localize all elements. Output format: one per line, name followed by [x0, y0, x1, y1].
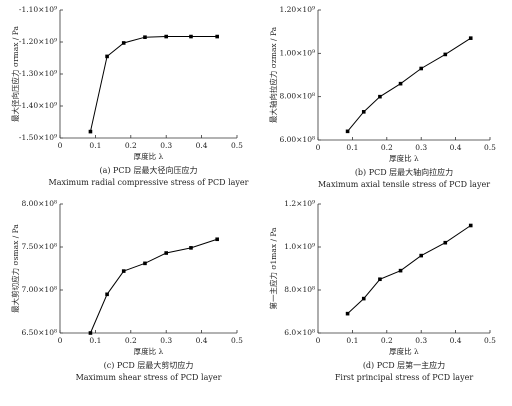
series-line: [89, 238, 218, 334]
caption: (c) PCD 层最大剪切应力: [104, 360, 194, 370]
point: [143, 261, 147, 266]
x-tick-label: 0.4: [450, 336, 462, 345]
caption-en: Maximum shear stress of PCD layer: [76, 373, 222, 382]
x-axis-label: 厚度比 λ: [389, 346, 419, 356]
point: [378, 277, 382, 282]
point: [143, 35, 147, 39]
point: [361, 110, 366, 114]
y-tick-label: 8.0×10⁸: [284, 285, 315, 294]
caption-en: Maximum axial tensile stress of PCD laye…: [318, 180, 490, 189]
y-tick-label: 7.50×10⁸: [21, 242, 57, 251]
point: [164, 251, 168, 255]
y-axis-label: 第一主应力 σ1max / Pa: [268, 227, 278, 310]
x-tick-label: 0.3: [415, 143, 427, 152]
y-tick-label: 1.20×10⁹: [279, 5, 315, 14]
y-tick-label: -1.30×10⁹: [19, 69, 57, 78]
point: [443, 52, 448, 57]
point: [361, 296, 366, 301]
x-tick-label: 0.1: [346, 336, 358, 345]
y-tick-label: 6.0×10⁸: [284, 328, 315, 337]
point: [398, 81, 403, 86]
point: [345, 311, 350, 316]
x-tick-label: 0.5: [484, 143, 496, 152]
x-tick-label: 0.3: [160, 336, 172, 345]
point: [164, 34, 168, 39]
y-tick-label: -1.40×10⁹: [19, 101, 57, 110]
caption: (b) PCD 层最大轴向拉应力: [355, 167, 453, 177]
caption: (a) PCD 层最大径向压应力: [99, 165, 197, 175]
x-tick-label: 0.1: [89, 141, 101, 150]
point: [215, 237, 219, 242]
y-tick-label: -1.50×10⁹: [19, 133, 57, 142]
point: [419, 66, 423, 71]
x-axis-label: 厚度比 λ: [134, 346, 164, 356]
point: [443, 240, 448, 245]
y-tick-label: 1.00×10⁹: [279, 48, 315, 57]
point: [468, 223, 473, 228]
x-tick-label: 0.5: [484, 336, 496, 345]
point: [105, 292, 109, 297]
x-tick-label: 0: [58, 336, 63, 345]
caption-en: Maximum radial compressive stress of PCD…: [49, 178, 249, 187]
x-tick-label: 0: [316, 143, 321, 152]
point: [88, 331, 93, 335]
x-tick-label: 0: [316, 336, 321, 345]
point: [121, 269, 126, 273]
y-tick-label: 1.0×10⁹: [284, 242, 315, 251]
caption: (d) PCD 层第一主应力: [363, 360, 445, 370]
point: [121, 41, 126, 45]
x-tick-label: 0.3: [415, 336, 427, 345]
y-tick-label: 7.00×10⁸: [21, 285, 57, 294]
x-tick-label: 0.5: [231, 336, 243, 345]
y-axis-label: 最大剪切应力 σsmax / Pa: [10, 224, 20, 313]
series-line: [347, 37, 472, 132]
y-tick-label: -1.20×10⁹: [19, 37, 57, 46]
x-tick-label: 0: [58, 141, 63, 150]
point: [419, 253, 423, 258]
point: [88, 129, 93, 134]
x-tick-label: 0.2: [125, 336, 137, 345]
y-tick-label: 6.50×10⁸: [21, 328, 57, 337]
x-tick-label: 0.1: [346, 143, 358, 152]
y-tick-label: 8.00×10⁸: [279, 92, 315, 101]
point: [378, 94, 382, 99]
x-tick-label: 0.2: [381, 336, 393, 345]
series-line: [347, 225, 472, 315]
y-tick-label: -1.10×10⁹: [19, 5, 57, 14]
x-axis-label: 厚度比 λ: [389, 153, 419, 163]
series-line: [89, 36, 218, 132]
y-tick-label: 6.00×10⁸: [279, 135, 315, 144]
y-tick-label: 8.00×10⁸: [21, 199, 57, 208]
x-tick-label: 0.4: [450, 143, 462, 152]
point: [105, 54, 109, 59]
x-tick-label: 0.4: [196, 336, 208, 345]
x-tick-label: 0.5: [231, 141, 243, 150]
x-axis-label: 厚度比 λ: [134, 151, 164, 161]
x-tick-label: 0.1: [89, 336, 101, 345]
x-tick-label: 0.2: [381, 143, 393, 152]
x-tick-label: 0.4: [196, 141, 208, 150]
point: [398, 268, 403, 273]
point: [189, 246, 193, 250]
y-axis-label: 最大径向压应力 σrmax / Pa: [10, 26, 20, 122]
x-tick-label: 0.2: [125, 141, 137, 150]
point: [189, 34, 193, 39]
caption-en: First principal stress of PCD layer: [335, 373, 473, 382]
y-axis-label: 最大轴向拉应力 σzmax / Pa: [268, 26, 278, 123]
point: [215, 34, 219, 39]
y-tick-label: 1.2×10⁹: [284, 199, 315, 208]
point: [345, 129, 350, 134]
x-tick-label: 0.3: [160, 141, 172, 150]
point: [468, 36, 473, 40]
